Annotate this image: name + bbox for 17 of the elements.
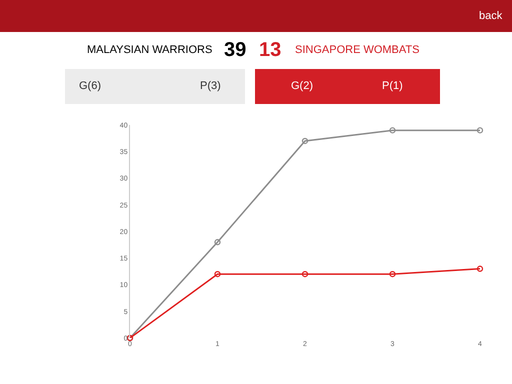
point xyxy=(302,271,308,278)
point xyxy=(214,239,221,246)
point xyxy=(389,271,396,278)
text: MALAYSIAN WARRIORS xyxy=(87,44,212,56)
point xyxy=(476,266,484,272)
text: G(2) xyxy=(291,80,313,92)
point xyxy=(214,271,221,278)
text: back xyxy=(479,10,503,22)
text: SINGAPORE WOMBATS xyxy=(295,44,420,56)
point xyxy=(476,127,484,134)
text: P(1) xyxy=(382,80,403,92)
point xyxy=(302,138,308,144)
text: 39 xyxy=(224,39,246,61)
text: P(3) xyxy=(200,80,221,92)
point xyxy=(389,127,396,134)
text: G(6) xyxy=(79,80,101,92)
text: 13 xyxy=(259,39,282,61)
